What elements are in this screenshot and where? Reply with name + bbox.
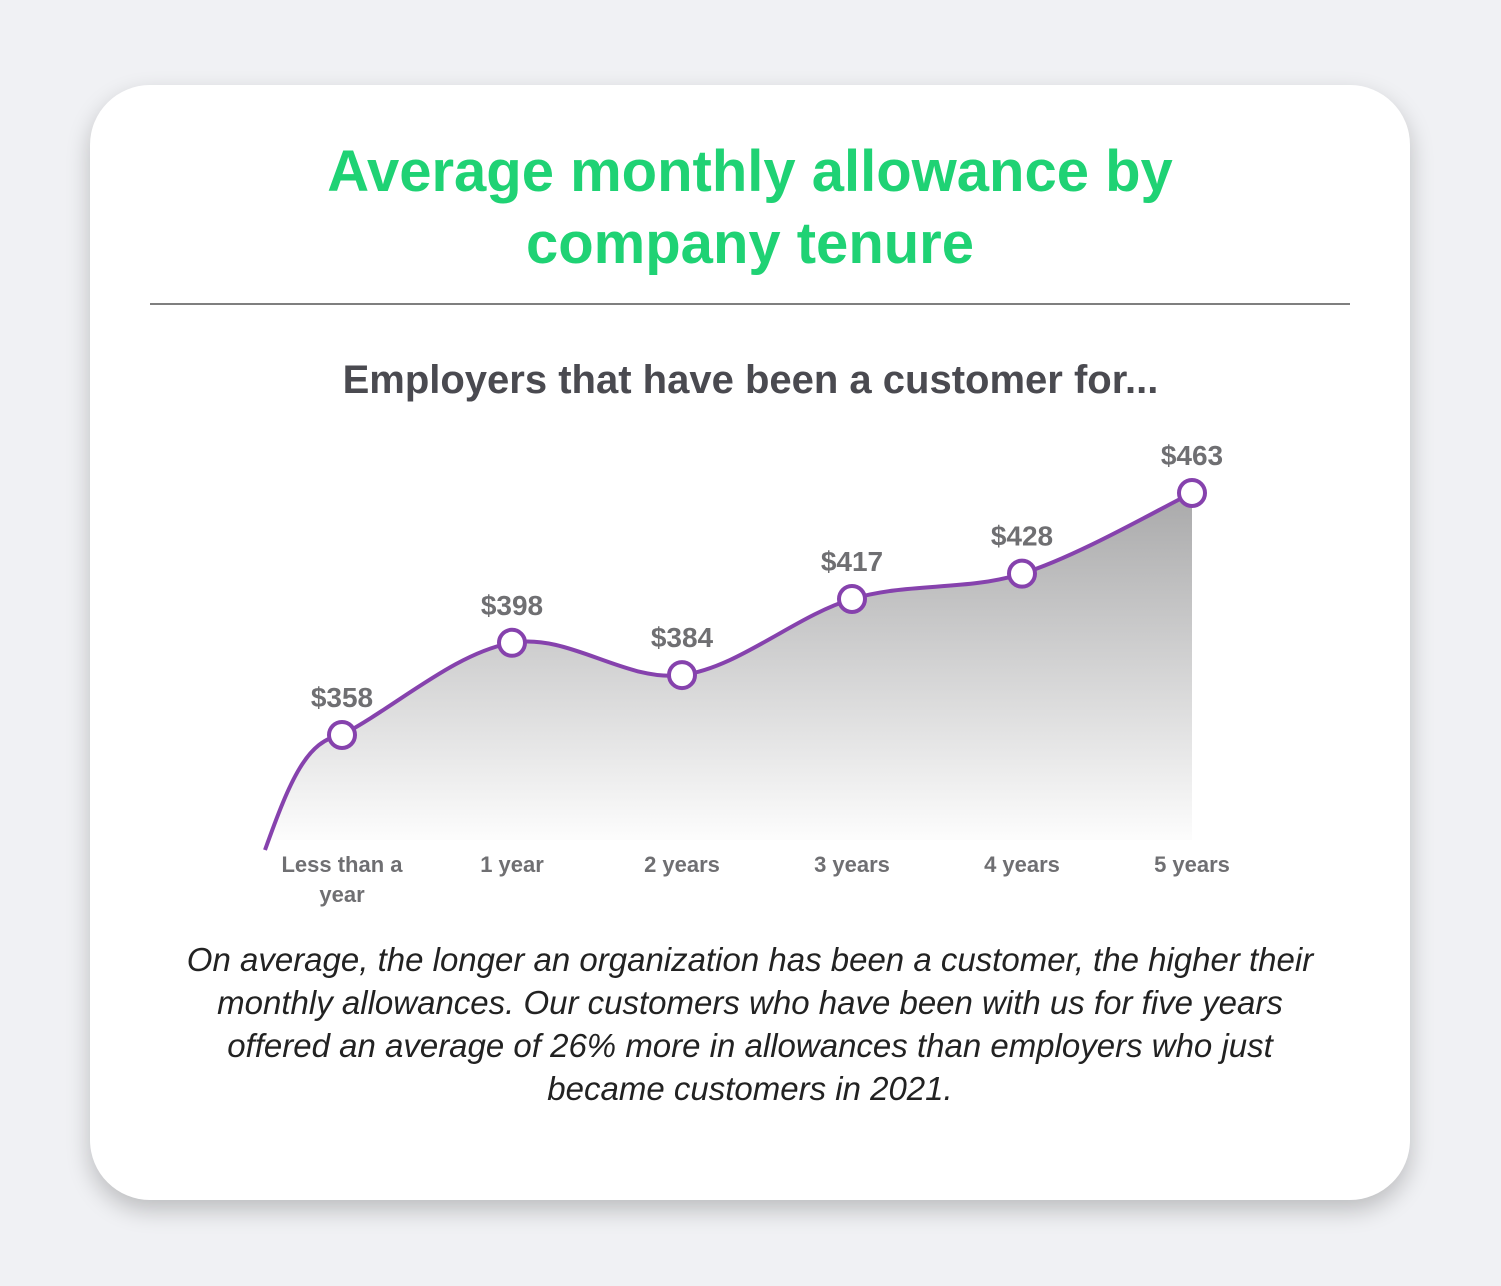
x-tick-label: Less than a year (281, 852, 403, 907)
title: Average monthly allowance by company ten… (327, 139, 1173, 276)
x-tick-label: 1 year (480, 852, 544, 877)
point (1007, 558, 1037, 589)
area-fill (265, 493, 1192, 850)
value-label: $417 (821, 546, 883, 577)
note: On average, the longer an organization h… (186, 941, 1314, 1107)
point (667, 660, 697, 691)
x-tick-label: 4 years (984, 852, 1060, 877)
value-label: $428 (991, 521, 1053, 552)
point (837, 584, 867, 615)
x-tick-label: 5 years (1154, 852, 1230, 877)
value-label: $384 (651, 622, 714, 653)
x-tick-label: 3 years (814, 852, 890, 877)
value-label: $358 (311, 682, 373, 713)
value-label: $463 (1161, 440, 1223, 471)
point (327, 720, 357, 750)
value-label: $398 (481, 590, 543, 621)
point (497, 627, 527, 658)
line (341, 491, 1193, 737)
chart-title: Employers that have been a customer for.… (342, 358, 1159, 402)
point (1177, 478, 1207, 508)
x-tick-label: 2 years (644, 852, 720, 877)
